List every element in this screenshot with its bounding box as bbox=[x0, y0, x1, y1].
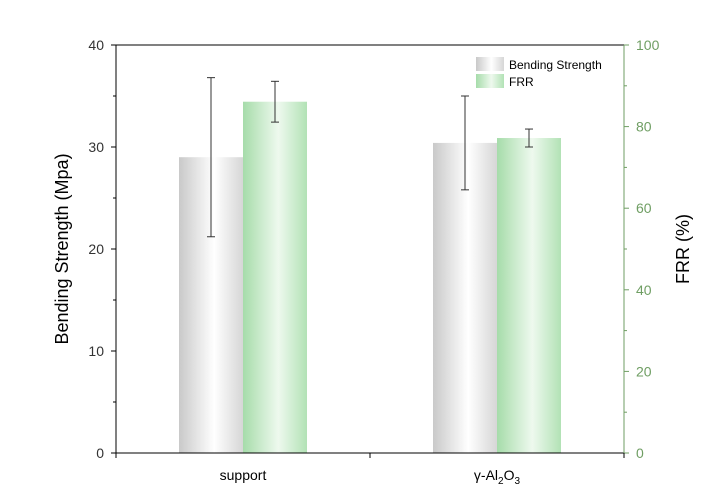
legend-swatch-frr bbox=[476, 74, 504, 88]
y-left-tick-label-20: 20 bbox=[88, 241, 104, 257]
y-left-tick-label-10: 10 bbox=[88, 343, 104, 359]
category-label-gamma-al2o3-sub1: 2 bbox=[498, 476, 504, 487]
y-right-tick-label-40: 40 bbox=[636, 282, 652, 298]
legend: Bending Strength FRR bbox=[476, 57, 602, 89]
y-right-tick-label-60: 60 bbox=[636, 200, 652, 216]
category-label-gamma-al2o3-base: γ-Al bbox=[474, 467, 498, 483]
legend-swatch-bending-strength bbox=[476, 57, 504, 71]
bar-frr-1 bbox=[243, 101, 307, 453]
error-bars-layer bbox=[207, 77, 533, 238]
y-left-tick-label-0: 0 bbox=[96, 445, 104, 461]
y-axis-left-label: Bending Strength (Mpa) bbox=[52, 153, 72, 344]
y-right-tick-label-20: 20 bbox=[636, 363, 652, 379]
category-label-gamma-al2o3-sub2: 3 bbox=[515, 476, 521, 487]
bars-layer bbox=[179, 101, 561, 454]
category-label-gamma-al2o3-mid: O bbox=[504, 467, 515, 483]
y-right-tick-label-100: 100 bbox=[636, 37, 660, 53]
y-axis-right-label: FRR (%) bbox=[673, 214, 693, 284]
y-right-tick-label-80: 80 bbox=[636, 119, 652, 135]
legend-label-bending-strength: Bending Strength bbox=[509, 58, 602, 72]
category-label-support: support bbox=[220, 467, 267, 483]
bar-bending-strength-2 bbox=[433, 142, 497, 454]
axes-layer: 0 10 20 30 40 0 20 40 60 80 100 bbox=[88, 37, 659, 461]
y-right-tick-label-0: 0 bbox=[636, 445, 644, 461]
y-left-tick-label-30: 30 bbox=[88, 139, 104, 155]
category-label-gamma-al2o3: γ-Al2O3 bbox=[474, 467, 521, 487]
y-left-tick-label-40: 40 bbox=[88, 37, 104, 53]
legend-label-frr: FRR bbox=[509, 75, 534, 89]
bar-frr-2 bbox=[497, 138, 561, 454]
